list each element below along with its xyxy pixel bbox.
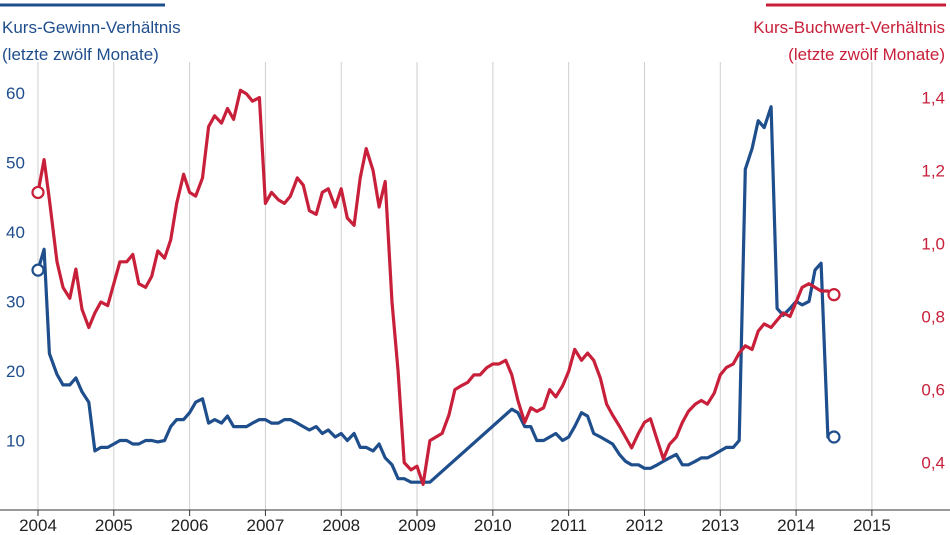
right-series-end-marker <box>827 288 841 302</box>
x-tick-label-2012: 2012 <box>626 516 664 535</box>
right-tick-label-1-0: 1,0 <box>921 235 945 254</box>
x-tick-label-2007: 2007 <box>247 516 285 535</box>
left-tick-label-30: 30 <box>6 292 25 311</box>
left-series-end-marker <box>827 430 841 444</box>
series-markers <box>31 185 841 444</box>
x-tick-label-2005: 2005 <box>95 516 133 535</box>
right-axis-title-line2: (letzte zwölf Monate) <box>788 45 945 64</box>
left-series-start-marker <box>31 263 45 277</box>
right-tick-label-1-2: 1,2 <box>921 162 945 181</box>
x-tick-label-2011: 2011 <box>550 516 587 535</box>
right-axis-title-line1: Kurs-Buchwert-Verhältnis <box>753 18 945 37</box>
left-tick-label-40: 40 <box>6 223 25 242</box>
left-axis-title-line2: (letzte zwölf Monate) <box>2 45 159 64</box>
right-axis-series-line <box>36 88 836 486</box>
x-tick-label-2013: 2013 <box>701 516 739 535</box>
x-axis-ticks: 2004 2005 2006 2007 2008 2009 2010 2011 2012 2013… <box>19 510 891 535</box>
right-tick-label-0-4: 0,4 <box>921 454 945 473</box>
series-lines <box>36 88 836 486</box>
x-tick-label-2009: 2009 <box>398 516 436 535</box>
x-tick-label-2008: 2008 <box>322 516 360 535</box>
left-tick-label-20: 20 <box>6 362 25 381</box>
x-tick-label-2010: 2010 <box>474 516 512 535</box>
x-tick-label-2014: 2014 <box>777 516 815 535</box>
left-tick-label-50: 50 <box>6 153 25 172</box>
x-tick-label-2006: 2006 <box>171 516 209 535</box>
right-tick-label-0-8: 0,8 <box>921 308 945 327</box>
right-tick-label-1-4: 1,4 <box>921 89 945 108</box>
left-tick-label-10: 10 <box>6 431 25 450</box>
right-series-start-marker <box>31 185 45 200</box>
x-tick-label-2004: 2004 <box>19 516 57 535</box>
x-tick-label-2015: 2015 <box>853 516 891 535</box>
left-axis-ticks: 10 20 30 40 50 60 <box>6 84 25 451</box>
left-tick-label-60: 60 <box>6 84 25 103</box>
left-axis-series-line <box>36 105 836 484</box>
grid-lines <box>37 62 873 510</box>
left-axis-title-line1: Kurs-Gewinn-Verhältnis <box>2 18 181 37</box>
right-tick-label-0-6: 0,6 <box>921 381 945 400</box>
right-axis-ticks: 0,4 0,6 0,8 1,0 1,2 1,4 <box>921 89 945 473</box>
